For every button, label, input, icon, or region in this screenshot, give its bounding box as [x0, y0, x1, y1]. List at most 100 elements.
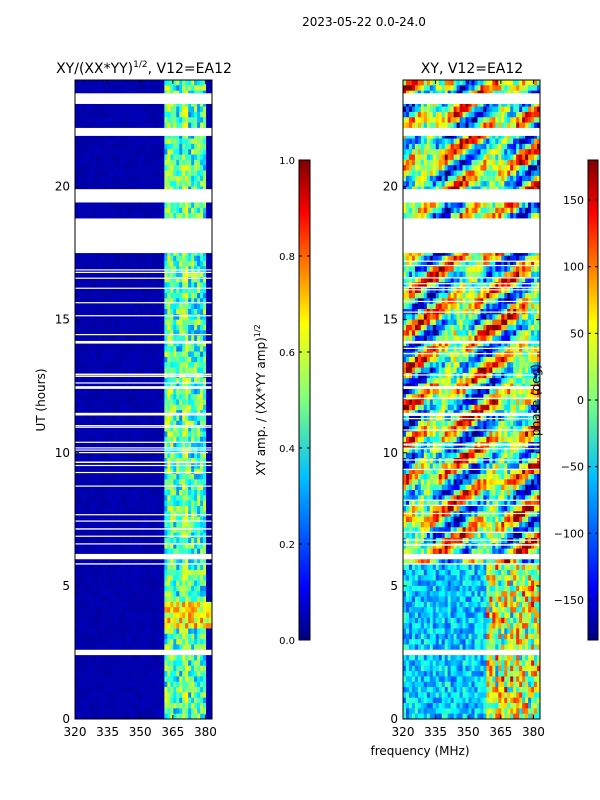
heatmap-cell — [158, 543, 162, 549]
heatmap-cell — [167, 111, 171, 118]
heatmap-cell — [107, 277, 112, 283]
heatmap-cell — [122, 287, 127, 294]
heatmap-cell — [83, 277, 88, 283]
heatmap-cell — [167, 159, 171, 166]
heatmap-cell — [194, 298, 198, 305]
heatmap-cell — [206, 207, 210, 214]
heatmap-cell — [146, 181, 150, 187]
heatmap-cell — [137, 495, 141, 502]
heatmap-cell — [125, 436, 130, 443]
heatmap-cell — [77, 490, 82, 496]
heatmap-cell — [95, 442, 100, 448]
heatmap-cell — [197, 165, 201, 171]
heatmap-cell — [89, 612, 94, 619]
heatmap-cell — [176, 335, 180, 342]
heatmap-cell — [176, 532, 180, 539]
heatmap-cell — [98, 394, 103, 400]
heatmap-cell — [209, 80, 213, 86]
heatmap-cell — [161, 165, 165, 171]
heatmap-cell — [179, 175, 183, 182]
heatmap-cell — [137, 202, 141, 209]
heatmap-cell — [119, 351, 124, 358]
heatmap-cell — [203, 564, 207, 571]
heatmap-cell — [200, 623, 204, 629]
heatmap-cell — [161, 308, 165, 315]
heatmap-cell — [146, 106, 150, 113]
heatmap-cell — [137, 479, 141, 486]
heatmap-cell — [158, 80, 162, 86]
heatmap-cell — [77, 468, 82, 475]
heatmap-cell — [161, 154, 165, 161]
heatmap-cell — [173, 106, 177, 113]
heatmap-cell — [164, 521, 168, 528]
heatmap-cell — [89, 655, 94, 661]
heatmap-cell — [173, 303, 177, 310]
heatmap-cell — [170, 207, 174, 214]
heatmap-cell — [194, 431, 198, 438]
heatmap-cell — [173, 138, 177, 145]
heatmap-cell — [119, 207, 124, 214]
heatmap-cell — [95, 458, 100, 464]
heatmap-cell — [173, 308, 177, 315]
heatmap-cell — [167, 346, 171, 352]
heatmap-cell — [107, 138, 112, 145]
heatmap-cell — [194, 644, 198, 651]
heatmap-cell — [107, 404, 112, 411]
heatmap-cell — [122, 548, 127, 555]
heatmap-cell — [161, 388, 165, 395]
heatmap-cell — [86, 463, 91, 470]
heatmap-cell — [152, 644, 156, 651]
heatmap-cell — [188, 601, 192, 608]
heatmap-cell — [188, 340, 192, 347]
heatmap-cell — [155, 628, 159, 635]
heatmap-cell — [161, 85, 165, 92]
heatmap-cell — [152, 601, 156, 608]
heatmap-cell — [119, 170, 124, 177]
heatmap-cell — [75, 559, 79, 565]
heatmap-cell — [194, 165, 198, 171]
heatmap-cell — [92, 282, 97, 289]
heatmap-cell — [167, 612, 171, 619]
heatmap-cell — [206, 159, 210, 166]
heatmap-cell — [86, 340, 91, 347]
heatmap-cell — [197, 537, 201, 544]
heatmap-cell — [107, 340, 112, 347]
heatmap-cell — [128, 559, 132, 565]
heatmap-cell — [173, 420, 177, 427]
heatmap-cell — [173, 143, 177, 150]
heatmap-cell — [116, 601, 121, 608]
heatmap-cell — [110, 346, 115, 352]
heatmap-cell — [86, 490, 91, 496]
heatmap-cell — [149, 601, 153, 608]
heatmap-cell — [119, 202, 124, 209]
heatmap-cell — [104, 420, 109, 427]
heatmap-cell — [89, 85, 94, 92]
heatmap-cell — [149, 351, 153, 358]
heatmap-cell — [152, 271, 156, 278]
heatmap-cell — [197, 628, 201, 635]
heatmap-cell — [149, 559, 153, 565]
heatmap-cell — [170, 80, 174, 86]
heatmap-cell — [191, 261, 195, 267]
heatmap-cell — [113, 388, 118, 395]
heatmap-cell — [149, 537, 153, 544]
heatmap-cell — [86, 548, 91, 555]
heatmap-cell — [80, 106, 85, 113]
heatmap-cell — [182, 175, 186, 182]
heatmap-cell — [191, 426, 195, 432]
heatmap-cell — [86, 277, 91, 283]
heatmap-cell — [75, 319, 79, 326]
heatmap-cell — [131, 277, 135, 283]
heatmap-cell — [134, 213, 138, 219]
heatmap-cell — [197, 426, 201, 432]
heatmap-cell — [80, 213, 85, 219]
heatmap-cell — [104, 372, 109, 379]
heatmap-cell — [75, 548, 79, 555]
heatmap-cell — [122, 80, 127, 86]
heatmap-cell — [173, 319, 177, 326]
heatmap-cell — [182, 85, 186, 92]
heatmap-cell — [86, 644, 91, 651]
heatmap-cell — [116, 282, 121, 289]
heatmap-cell — [104, 293, 109, 299]
heatmap-cell — [143, 346, 147, 352]
